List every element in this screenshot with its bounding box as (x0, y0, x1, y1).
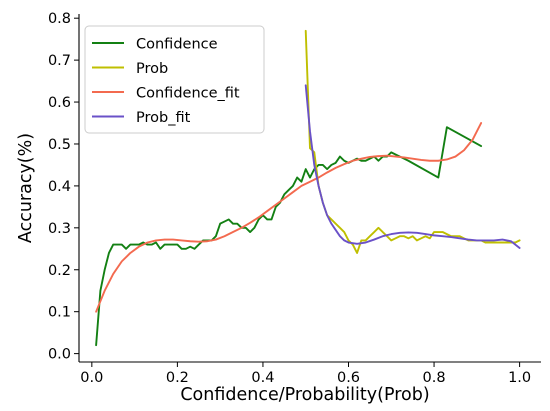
series-line-confidence-fit (95, 122, 483, 313)
x-axis-label: Confidence/Probability(Prob) (180, 385, 429, 405)
x-tick-label: 1.0 (508, 370, 531, 386)
y-tick-label: 0.6 (48, 95, 71, 111)
y-tick-label: 0.2 (48, 263, 71, 279)
y-tick-label: 0.7 (48, 53, 71, 69)
x-ticks: 0.0 0.2 0.4 0.6 0.8 1.0 (80, 362, 531, 386)
series-line-prob (304, 29, 521, 254)
series-layer (95, 29, 521, 347)
y-ticks: 0.0 0.1 0.2 0.3 0.4 0.5 0.6 0.7 0.8 (48, 11, 79, 363)
legend: Confidence Prob Confidence_fit Prob_fit (84, 25, 265, 134)
y-tick-label: 0.0 (48, 347, 71, 363)
y-tick-label: 0.1 (48, 305, 71, 321)
x-tick-label: 0.4 (251, 370, 274, 386)
x-tick-label: 0.2 (166, 370, 189, 386)
x-tick-label: 0.6 (337, 370, 360, 386)
legend-label: Prob_fit (136, 110, 191, 126)
y-tick-label: 0.8 (48, 11, 71, 27)
legend-box (84, 25, 265, 134)
legend-label: Confidence (136, 37, 218, 53)
series-line-confidence (95, 126, 483, 347)
legend-label: Prob (136, 61, 168, 77)
legend-label: Confidence_fit (136, 86, 240, 102)
y-axis-label: Accuracy(%) (16, 133, 36, 243)
x-tick-label: 0.0 (80, 370, 103, 386)
series-line-prob-fit (304, 84, 521, 249)
axes (78, 14, 541, 363)
y-tick-label: 0.5 (48, 137, 71, 153)
x-tick-label: 0.8 (423, 370, 446, 386)
y-tick-label: 0.3 (48, 221, 71, 237)
y-tick-label: 0.4 (48, 179, 71, 195)
